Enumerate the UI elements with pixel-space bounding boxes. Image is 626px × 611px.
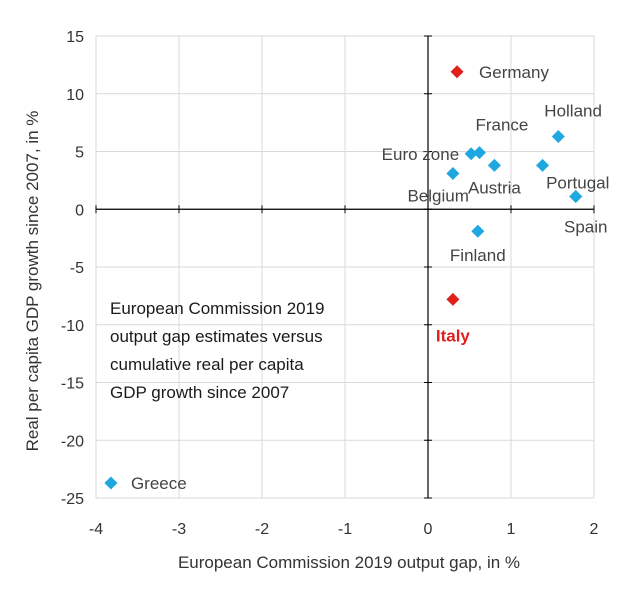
data-point-greece [104,476,118,490]
x-tick-label: -2 [255,521,269,538]
x-tick-label: -4 [89,521,103,538]
y-tick-label: 10 [66,87,84,104]
point-label-holland: Holland [544,101,602,120]
point-label-austria: Austria [468,178,521,197]
point-label-italy: Italy [436,326,471,345]
y-axis-label: Real per capita GDP growth since 2007, i… [23,111,42,452]
point-labels: Germany Holland France Euro zone AustriaBelg… [131,63,609,493]
point-label-finland: Finland [450,246,506,265]
x-axis-label: European Commission 2019 output gap, in … [178,553,520,572]
grid-lines [95,35,595,499]
annotation-line: output gap estimates versus [110,327,323,346]
point-label-spain: Spain [564,218,607,237]
y-tick-label: -5 [70,260,84,277]
axes [95,35,595,499]
x-tick-label: -3 [172,521,186,538]
point-label-portugal: Portugal [546,174,609,193]
annotation-line: GDP growth since 2007 [110,383,289,402]
chart-annotation: European Commission 2019 output gap estim… [110,299,325,402]
annotation-line: cumulative real per capita [110,355,304,374]
y-tick-label: -25 [61,491,84,508]
x-tick-label: 0 [424,521,433,538]
data-point-spain [569,190,583,204]
y-tick-label: 0 [75,202,84,219]
data-point-italy [446,292,460,306]
y-tick-label: -10 [61,318,84,335]
point-label-france: France [475,116,528,135]
annotation-line: European Commission 2019 [110,299,325,318]
point-label-euro-zone: Euro zone [382,145,460,164]
x-tick-label: 2 [590,521,599,538]
data-point-euro-zone [464,147,478,161]
data-points [104,65,583,490]
y-tick-label: -20 [61,433,84,450]
data-point-unlabeled [536,158,550,172]
point-label-germany: Germany [479,63,549,82]
data-point-france [472,146,486,160]
point-label-greece: Greece [131,474,187,493]
y-tick-label: -15 [61,376,84,393]
point-label-belgium: Belgium [407,186,468,205]
x-tick-label: -1 [338,521,352,538]
y-tick-label: 15 [66,29,84,46]
data-point-germany [450,65,464,79]
x-tick-label: 1 [507,521,516,538]
data-point-belgium [446,166,460,180]
data-point-austria [487,158,501,172]
data-point-finland [471,224,485,238]
y-tick-label: 5 [75,145,84,162]
data-point-holland [551,129,565,143]
